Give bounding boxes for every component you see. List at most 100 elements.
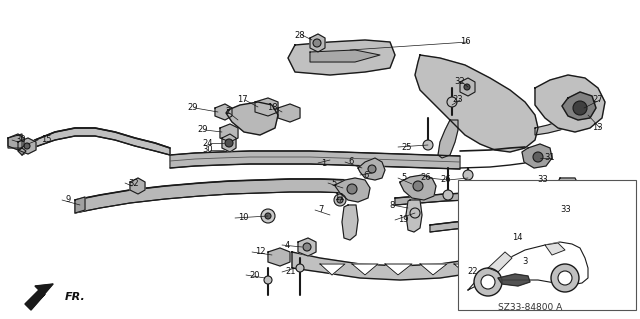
Text: 14: 14 <box>513 234 523 242</box>
Polygon shape <box>170 151 460 169</box>
Text: FR.: FR. <box>65 292 86 302</box>
Polygon shape <box>8 134 24 150</box>
Polygon shape <box>18 148 26 155</box>
Circle shape <box>464 84 470 90</box>
Polygon shape <box>385 264 412 275</box>
Polygon shape <box>215 104 232 120</box>
Text: 21: 21 <box>285 268 296 277</box>
Text: 30: 30 <box>15 136 26 145</box>
Polygon shape <box>395 193 510 205</box>
Text: 6: 6 <box>363 170 369 180</box>
Polygon shape <box>358 158 385 180</box>
Text: 12: 12 <box>255 248 266 256</box>
Circle shape <box>303 243 311 251</box>
Circle shape <box>265 213 271 219</box>
Polygon shape <box>438 120 458 158</box>
Text: 33: 33 <box>537 175 548 184</box>
Text: 5: 5 <box>401 174 406 182</box>
Polygon shape <box>460 78 475 96</box>
Text: 27: 27 <box>593 95 603 105</box>
Polygon shape <box>222 134 236 152</box>
Polygon shape <box>268 248 290 266</box>
Text: 15: 15 <box>41 136 51 145</box>
Polygon shape <box>75 197 85 213</box>
Polygon shape <box>22 128 170 155</box>
Polygon shape <box>545 243 565 255</box>
Circle shape <box>264 276 272 284</box>
Text: 18: 18 <box>268 103 278 113</box>
Polygon shape <box>562 92 596 120</box>
Polygon shape <box>454 264 480 275</box>
Polygon shape <box>226 102 278 135</box>
Polygon shape <box>555 178 580 198</box>
Text: 11: 11 <box>335 192 345 202</box>
Circle shape <box>261 209 275 223</box>
Text: 30: 30 <box>202 145 213 154</box>
Polygon shape <box>310 50 380 62</box>
Polygon shape <box>488 252 512 272</box>
Text: 26: 26 <box>440 175 451 184</box>
Circle shape <box>533 152 543 162</box>
Polygon shape <box>18 138 36 154</box>
Polygon shape <box>298 238 316 256</box>
Text: 28: 28 <box>294 31 305 40</box>
Polygon shape <box>292 252 510 280</box>
Text: 32: 32 <box>454 78 465 86</box>
Text: 6: 6 <box>348 158 353 167</box>
Text: 4: 4 <box>285 241 291 249</box>
Text: 13: 13 <box>593 123 603 132</box>
Circle shape <box>443 190 453 200</box>
Polygon shape <box>430 220 528 232</box>
Polygon shape <box>342 205 358 240</box>
Polygon shape <box>400 175 436 200</box>
Circle shape <box>337 197 343 203</box>
Polygon shape <box>130 178 145 194</box>
Text: SZ33-84800 A: SZ33-84800 A <box>498 303 562 313</box>
Circle shape <box>296 264 304 272</box>
Circle shape <box>474 268 502 296</box>
Circle shape <box>313 39 321 47</box>
Polygon shape <box>535 112 580 135</box>
Polygon shape <box>288 40 395 75</box>
Text: 19: 19 <box>398 216 408 225</box>
Circle shape <box>481 275 495 289</box>
Circle shape <box>484 276 492 284</box>
Polygon shape <box>8 134 22 148</box>
Text: 31: 31 <box>545 153 555 162</box>
Polygon shape <box>420 264 447 275</box>
Text: 24: 24 <box>202 138 213 147</box>
Polygon shape <box>320 264 345 275</box>
Polygon shape <box>75 179 350 213</box>
Polygon shape <box>352 264 378 275</box>
Polygon shape <box>468 242 588 290</box>
Text: 10: 10 <box>238 213 248 222</box>
Text: 17: 17 <box>237 95 248 105</box>
Circle shape <box>24 143 30 149</box>
Circle shape <box>368 165 376 173</box>
Polygon shape <box>310 34 325 52</box>
Text: 26: 26 <box>420 174 431 182</box>
Polygon shape <box>255 98 278 116</box>
Circle shape <box>410 208 420 218</box>
Text: 29: 29 <box>188 103 198 113</box>
Circle shape <box>334 194 346 206</box>
Text: 20: 20 <box>249 271 259 279</box>
Text: 1: 1 <box>321 159 326 167</box>
Text: 9: 9 <box>65 196 70 204</box>
Circle shape <box>558 271 572 285</box>
Circle shape <box>573 101 587 115</box>
Polygon shape <box>278 104 300 122</box>
Text: 32: 32 <box>128 179 139 188</box>
Text: 33: 33 <box>560 205 571 214</box>
Circle shape <box>423 140 433 150</box>
Polygon shape <box>406 200 422 232</box>
Text: 29: 29 <box>198 125 208 135</box>
Circle shape <box>225 139 233 147</box>
Text: 8: 8 <box>390 201 395 210</box>
Circle shape <box>413 181 423 191</box>
Text: 23: 23 <box>452 95 463 105</box>
Polygon shape <box>25 284 53 310</box>
Text: 2: 2 <box>226 108 231 116</box>
Circle shape <box>463 170 473 180</box>
Text: 3: 3 <box>523 257 528 266</box>
